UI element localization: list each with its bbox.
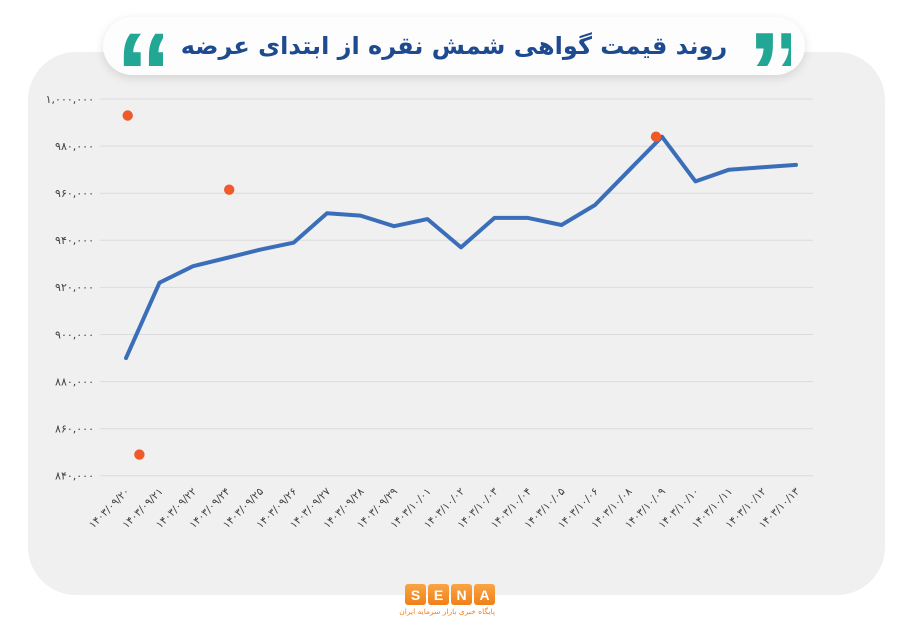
outlier-marker-dot bbox=[650, 131, 662, 142]
chart-panel bbox=[28, 52, 885, 595]
price-trend-line bbox=[124, 134, 798, 361]
y-axis-tick-label: ۹۲۰,۰۰۰ bbox=[55, 281, 94, 294]
logo-subtitle: پایگاه خبری بازار سرمایه ایران bbox=[399, 607, 495, 616]
logo-letter-a: A bbox=[474, 584, 495, 605]
sena-logo: S E N A پایگاه خبری بازار سرمایه ایران bbox=[399, 584, 495, 616]
quote-open-icon: “ bbox=[117, 26, 163, 66]
y-axis-tick-label: ۹۴۰,۰۰۰ bbox=[55, 234, 94, 247]
y-axis-tick-label: ۹۰۰,۰۰۰ bbox=[55, 328, 94, 341]
outlier-marker-dot bbox=[224, 184, 235, 195]
logo-letter-n: N bbox=[451, 584, 472, 605]
outlier-marker-dot bbox=[134, 449, 145, 460]
outlier-marker-dot bbox=[122, 110, 133, 121]
y-axis-tick-label: ۸۸۰,۰۰۰ bbox=[55, 375, 94, 388]
logo-letter-text: A bbox=[479, 586, 490, 603]
quote-close-icon: ” bbox=[747, 26, 791, 66]
header-pill: “ روند قیمت گواهی شمش نقره از ابتدای عرض… bbox=[103, 17, 805, 75]
y-axis-tick-label: ۱,۰۰۰,۰۰۰ bbox=[46, 93, 94, 106]
logo-letter-text: S bbox=[410, 586, 421, 603]
logo-letter-e: E bbox=[428, 584, 449, 605]
svg-text:”: ” bbox=[747, 26, 791, 66]
y-axis-tick-label: ۹۸۰,۰۰۰ bbox=[55, 140, 94, 153]
y-axis-tick-label: ۸۶۰,۰۰۰ bbox=[55, 423, 94, 436]
logo-letter-s: S bbox=[405, 584, 426, 605]
logo-letter-text: N bbox=[456, 586, 467, 603]
svg-text:“: “ bbox=[117, 26, 163, 66]
y-axis-tick-label: ۹۶۰,۰۰۰ bbox=[55, 187, 94, 200]
page-title: روند قیمت گواهی شمش نقره از ابتدای عرضه bbox=[180, 32, 728, 60]
logo-letter-text: E bbox=[433, 586, 444, 603]
y-axis-tick-label: ۸۴۰,۰۰۰ bbox=[55, 470, 94, 483]
sena-logo-squares: S E N A bbox=[405, 584, 495, 605]
